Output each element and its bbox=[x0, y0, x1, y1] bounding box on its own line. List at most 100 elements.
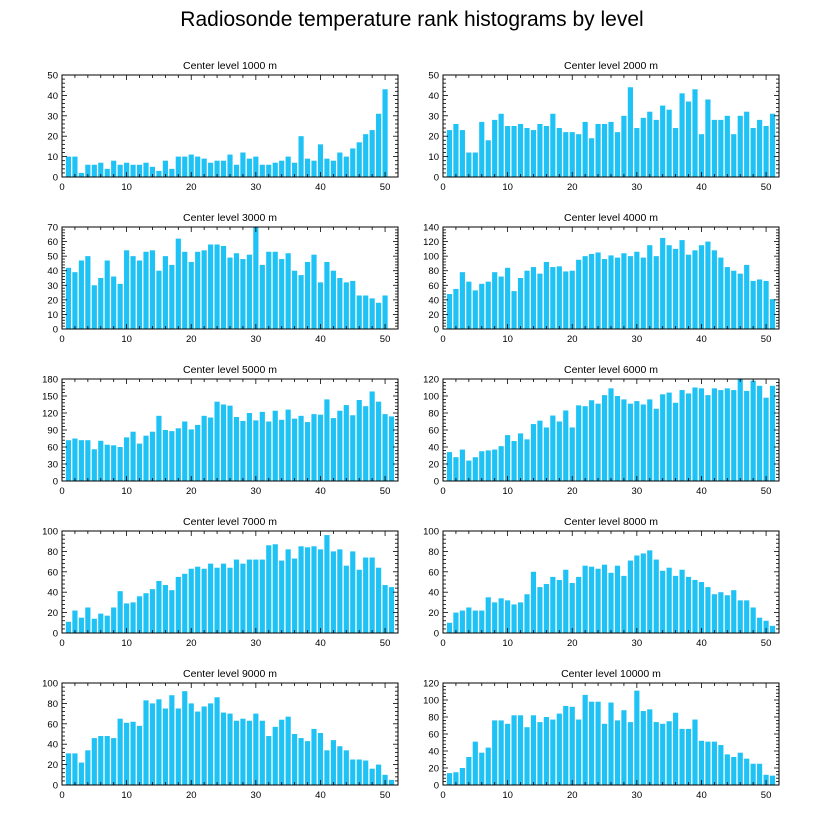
chart-3-y-tick-label: 10 bbox=[47, 310, 58, 321]
chart-7-bar bbox=[98, 613, 104, 633]
chart-4-bar bbox=[453, 288, 459, 329]
chart-8-x-tick-label: 50 bbox=[761, 638, 772, 649]
chart-2-bar bbox=[757, 119, 763, 177]
chart-3-bar bbox=[285, 253, 291, 329]
chart-6-bar bbox=[653, 408, 659, 481]
chart-8-y-tick-label: 20 bbox=[428, 608, 439, 619]
chart-10-bar bbox=[466, 756, 472, 785]
chart-8-x-tick-label: 30 bbox=[632, 638, 643, 649]
chart-6-bar bbox=[505, 435, 511, 481]
chart-10-bar bbox=[673, 712, 679, 785]
chart-3-bar bbox=[195, 251, 201, 329]
chart-4-bar bbox=[563, 271, 569, 329]
chart-8-bar bbox=[698, 582, 705, 633]
chart-2-x-tick-label: 40 bbox=[696, 182, 707, 193]
chart-3-bar bbox=[298, 275, 304, 329]
chart-5-bar bbox=[337, 410, 343, 481]
chart-7-bar bbox=[72, 610, 78, 633]
chart-3-bar bbox=[156, 270, 162, 329]
chart-6-bar bbox=[459, 449, 465, 481]
chart-1-bar bbox=[317, 144, 324, 177]
chart-3-y-tick-label: 30 bbox=[47, 281, 58, 292]
chart-4-bar bbox=[737, 273, 743, 329]
chart-1-x-tick-label: 50 bbox=[380, 182, 391, 193]
chart-2-x-tick-label: 50 bbox=[761, 182, 772, 193]
chart-7-bar bbox=[195, 566, 201, 633]
chart-9-x-tick-label: 30 bbox=[251, 790, 262, 801]
chart-10-bar bbox=[492, 720, 498, 785]
chart-5-bar bbox=[162, 430, 168, 481]
chart-6-bar bbox=[517, 433, 524, 481]
chart-7-x-tick-label: 40 bbox=[315, 638, 326, 649]
chart-1-bar bbox=[72, 156, 78, 177]
chart-3-x-tick-label: 0 bbox=[59, 334, 64, 345]
chart-3-bar bbox=[304, 261, 311, 329]
chart-7-bar bbox=[78, 617, 84, 633]
chart-4-bar bbox=[718, 257, 724, 329]
chart-6-x-tick-label: 50 bbox=[761, 486, 772, 497]
chart-2-bar bbox=[595, 123, 601, 177]
chart-5-bar bbox=[195, 424, 201, 481]
chart-2-bar bbox=[711, 119, 717, 177]
chart-3-bar bbox=[91, 285, 97, 329]
chart-5-bar bbox=[104, 444, 110, 481]
chart-1-bar bbox=[272, 162, 278, 177]
chart-9-bar bbox=[156, 699, 162, 785]
chart-4-bar bbox=[556, 266, 562, 329]
chart-10-bar bbox=[569, 706, 575, 785]
chart-2-bar bbox=[517, 123, 524, 177]
chart-7-bar bbox=[130, 602, 136, 633]
chart-3-bar bbox=[169, 264, 175, 329]
chart-3-bar bbox=[233, 253, 240, 329]
chart-7-y-tick-label: 100 bbox=[42, 527, 58, 538]
chart-6-bar bbox=[537, 420, 543, 481]
chart-9-bar bbox=[208, 703, 214, 785]
chart-9-bar bbox=[188, 703, 194, 785]
chart-4-bar bbox=[621, 253, 627, 329]
chart-9-bar bbox=[343, 750, 349, 785]
chart-9-bar bbox=[136, 725, 143, 785]
chart-10-bar bbox=[750, 763, 756, 785]
chart-2-bar bbox=[763, 126, 769, 177]
chart-7-bar bbox=[304, 547, 311, 633]
chart-4-x-tick-label: 50 bbox=[761, 334, 772, 345]
chart-7-bar bbox=[188, 568, 194, 633]
chart-8-bar bbox=[692, 579, 698, 633]
chart-1-bar bbox=[195, 156, 201, 177]
chart-9-bar bbox=[195, 711, 201, 785]
chart-6-x-tick-label: 0 bbox=[440, 486, 445, 497]
chart-2-bar bbox=[698, 134, 705, 177]
chart-4-bar bbox=[498, 276, 504, 329]
chart-5-bar bbox=[298, 415, 304, 481]
chart-10-x-tick-label: 0 bbox=[440, 790, 445, 801]
chart-4-bar bbox=[744, 264, 750, 329]
chart-8-bar bbox=[679, 569, 685, 633]
chart-10-y-tick-label: 20 bbox=[428, 764, 439, 775]
chart-7-bar bbox=[298, 546, 304, 633]
chart-8-bar bbox=[653, 559, 659, 633]
chart-9-bar bbox=[324, 750, 330, 785]
chart-5-bar bbox=[78, 440, 84, 481]
chart-10-y-tick-label: 120 bbox=[423, 679, 439, 690]
chart-6-bar bbox=[582, 406, 588, 481]
chart-7-bar bbox=[350, 551, 356, 633]
chart-3-bar bbox=[330, 270, 336, 329]
chart-5-bar bbox=[376, 401, 382, 481]
chart-4-bar bbox=[537, 273, 543, 329]
chart-8-bar bbox=[608, 572, 614, 633]
chart-5-bar bbox=[253, 420, 259, 481]
chart-9-x-tick-label: 40 bbox=[315, 790, 326, 801]
chart-9-bar bbox=[298, 738, 304, 785]
chart-9-title: Center level 9000 m bbox=[183, 668, 277, 680]
chart-3-bar bbox=[266, 251, 272, 329]
chart-9-x-tick-label: 20 bbox=[186, 790, 197, 801]
chart-1-x-tick-label: 10 bbox=[121, 182, 132, 193]
chart-9-bar bbox=[272, 726, 278, 785]
chart-1-bar bbox=[311, 160, 317, 177]
chart-9-bar bbox=[311, 728, 317, 785]
chart-5-bar bbox=[317, 414, 324, 481]
chart-10-bar bbox=[472, 741, 478, 785]
chart-10-y-tick-label: 80 bbox=[428, 713, 439, 724]
chart-1-bar bbox=[343, 156, 349, 177]
